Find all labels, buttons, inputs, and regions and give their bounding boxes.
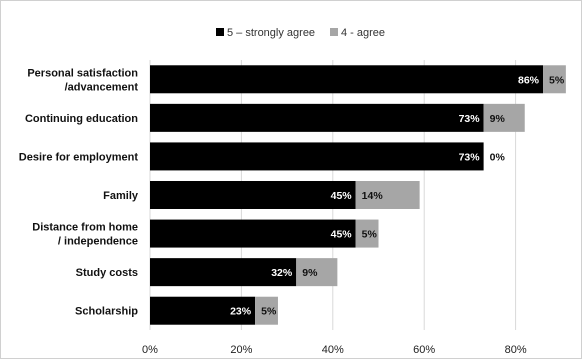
category-label: Continuing education bbox=[25, 113, 138, 125]
bar-strongly-agree bbox=[150, 142, 484, 171]
data-label: 5% bbox=[549, 74, 565, 86]
x-tick-label: 0% bbox=[142, 344, 158, 356]
data-label: 45% bbox=[331, 229, 353, 241]
category-label: Study costs bbox=[76, 267, 138, 279]
data-label: 14% bbox=[362, 190, 384, 202]
x-tick-label: 40% bbox=[322, 344, 344, 356]
category-label: Personal satisfaction bbox=[27, 67, 138, 79]
x-tick-label: 60% bbox=[413, 344, 435, 356]
data-label: 73% bbox=[459, 151, 481, 163]
bar-agree bbox=[296, 258, 338, 287]
data-label: 86% bbox=[518, 74, 540, 86]
legend-label: 5 – strongly agree bbox=[227, 27, 315, 39]
bar-agree bbox=[255, 296, 278, 325]
data-label: 5% bbox=[261, 306, 277, 318]
x-tick-label: 20% bbox=[230, 344, 252, 356]
data-label: 0% bbox=[490, 151, 506, 163]
data-label: 45% bbox=[331, 190, 353, 202]
category-label: Distance from home bbox=[32, 222, 138, 234]
data-label: 23% bbox=[230, 306, 252, 318]
bar-strongly-agree bbox=[150, 181, 356, 209]
legend-swatch-strongly-agree bbox=[216, 28, 224, 36]
legend-swatch-agree bbox=[330, 28, 338, 36]
bar-strongly-agree bbox=[150, 258, 297, 287]
bar-agree bbox=[483, 103, 525, 132]
x-tick-label: 80% bbox=[505, 344, 527, 356]
category-label: / independence bbox=[58, 236, 138, 248]
category-label: Family bbox=[103, 190, 139, 202]
bar-strongly-agree bbox=[150, 65, 544, 94]
bar-agree bbox=[355, 219, 379, 248]
bar-strongly-agree bbox=[150, 296, 256, 325]
data-label: 5% bbox=[362, 229, 378, 241]
bar-strongly-agree bbox=[150, 103, 484, 132]
bar-agree bbox=[543, 65, 566, 94]
category-label: Scholarship bbox=[75, 306, 138, 318]
legend-label: 4 - agree bbox=[341, 27, 385, 39]
category-label: /advancement bbox=[65, 81, 139, 93]
bar-strongly-agree bbox=[150, 219, 356, 248]
data-label: 73% bbox=[459, 113, 481, 125]
data-label: 32% bbox=[271, 267, 293, 279]
data-label: 9% bbox=[302, 267, 318, 279]
category-label: Desire for employment bbox=[19, 151, 139, 163]
data-label: 9% bbox=[490, 113, 506, 125]
bar-agree bbox=[355, 181, 420, 209]
